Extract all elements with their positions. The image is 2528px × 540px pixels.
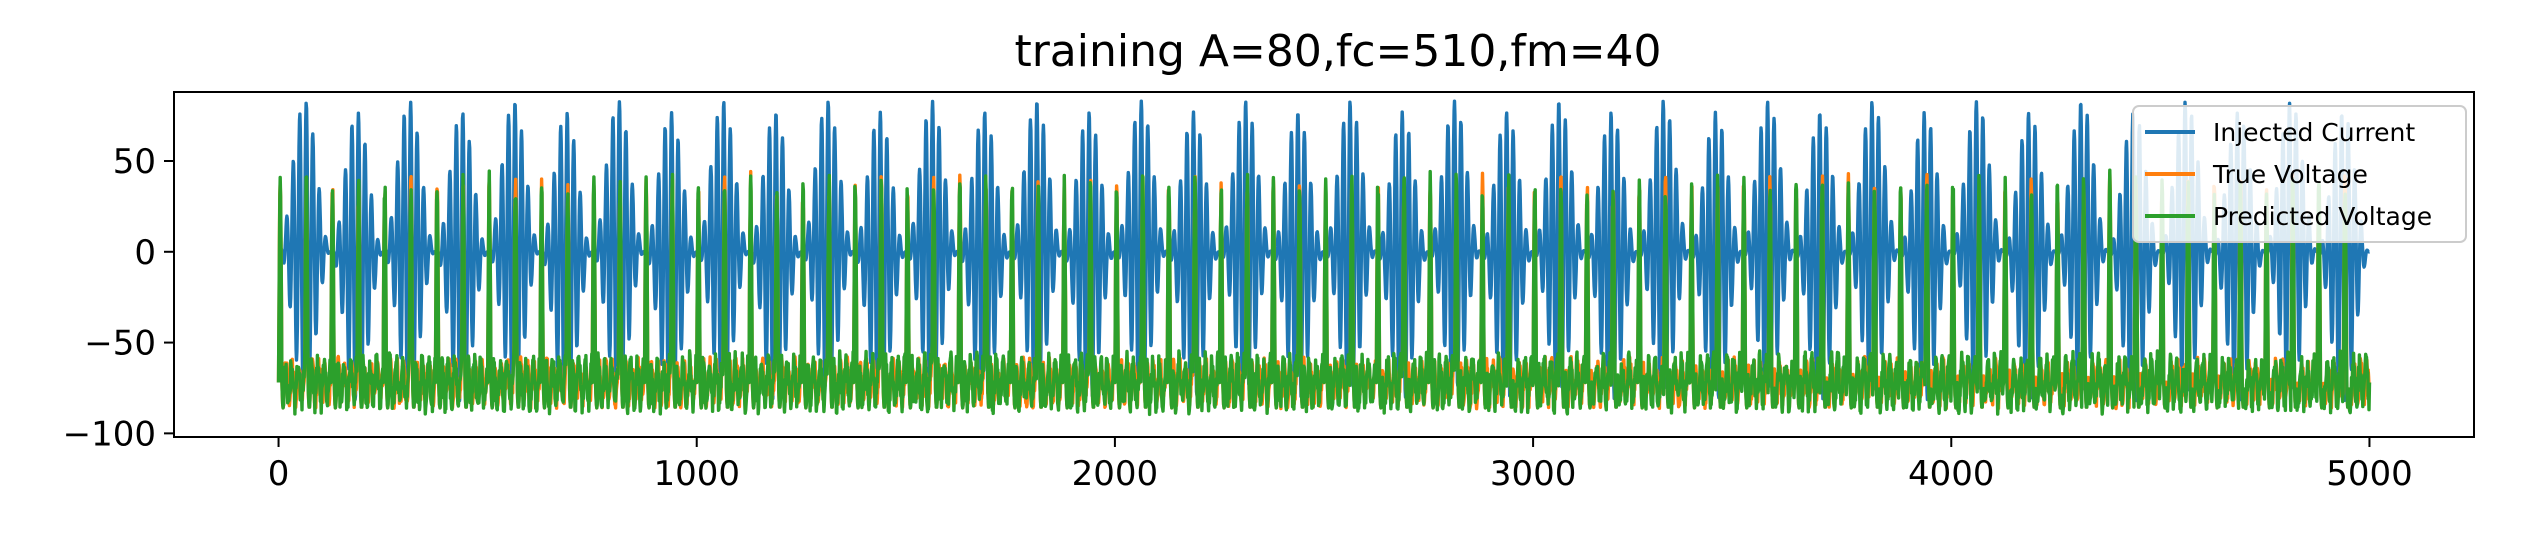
- legend-box: [2132, 105, 2467, 243]
- x-tick-label: 2000: [1072, 454, 1159, 494]
- legend: Injected Current True Voltage Predicted Vo…: [2132, 105, 2467, 243]
- legend-label: Injected Current: [2213, 118, 2415, 147]
- x-tick-label: 0: [268, 454, 290, 494]
- x-tick-label: 3000: [1490, 454, 1577, 494]
- y-tick-label: −50: [84, 324, 156, 364]
- series-predicted-voltage: [276, 168, 2372, 417]
- plot-frame: [173, 91, 2475, 438]
- legend-label: True Voltage: [2212, 160, 2368, 189]
- chart-title: training A=80,fc=510,fm=40: [1014, 26, 1661, 77]
- x-tick-label: 5000: [2326, 454, 2413, 494]
- x-tick-label: 4000: [1908, 454, 1995, 494]
- series-layer: [276, 99, 2372, 417]
- y-tick-label: −100: [63, 414, 156, 454]
- x-axis: 0 1000 2000 3000 4000 5000: [268, 437, 2413, 494]
- y-tick-label: 50: [113, 142, 156, 182]
- y-axis: 50 0 −50 −100: [63, 142, 174, 454]
- x-tick-label: 1000: [653, 454, 740, 494]
- y-tick-label: 0: [134, 233, 156, 273]
- legend-label: Predicted Voltage: [2213, 202, 2432, 231]
